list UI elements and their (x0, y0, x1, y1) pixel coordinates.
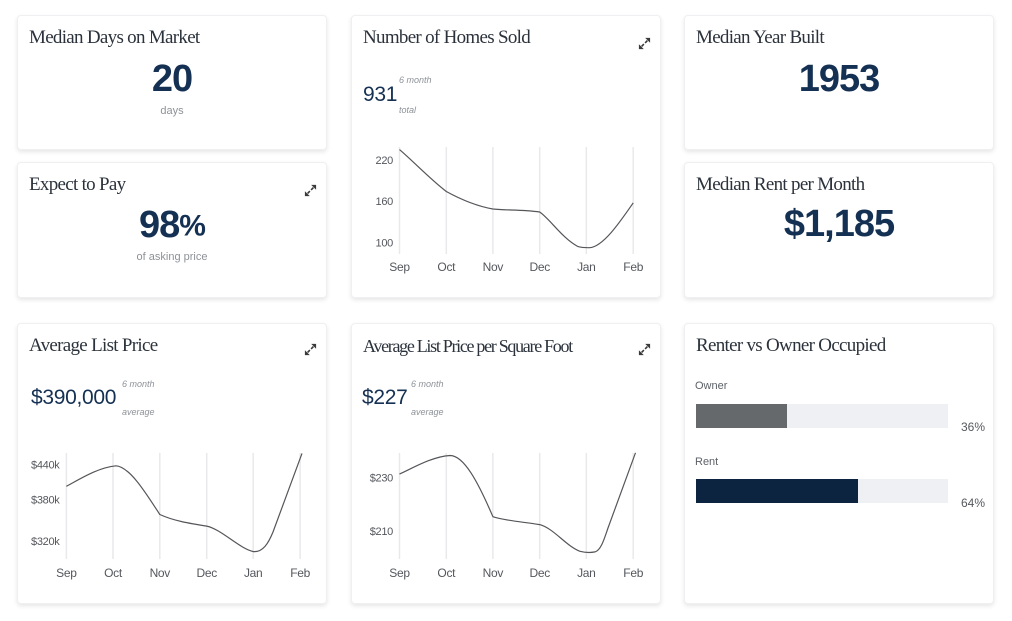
svg-text:Feb: Feb (623, 566, 643, 580)
svg-text:Dec: Dec (529, 260, 550, 274)
svg-text:Oct: Oct (104, 566, 123, 580)
svg-text:$210: $210 (370, 526, 393, 538)
svg-text:220: 220 (376, 155, 394, 167)
svg-text:$440k: $440k (31, 460, 60, 472)
svg-text:$230: $230 (370, 473, 393, 485)
svg-text:Dec: Dec (529, 566, 550, 580)
svg-text:Sep: Sep (56, 566, 77, 580)
svg-text:100: 100 (376, 238, 394, 250)
svg-text:Nov: Nov (483, 566, 504, 580)
svg-text:Jan: Jan (577, 260, 595, 274)
svg-text:Sep: Sep (389, 260, 410, 274)
svg-text:Feb: Feb (290, 566, 310, 580)
svg-text:$320k: $320k (31, 536, 60, 548)
svg-text:Oct: Oct (437, 260, 456, 274)
svg-text:Jan: Jan (244, 566, 262, 580)
svg-text:Nov: Nov (483, 260, 504, 274)
svg-text:Sep: Sep (389, 566, 410, 580)
svg-text:160: 160 (376, 196, 394, 208)
svg-text:$380k: $380k (31, 495, 60, 507)
svg-text:Dec: Dec (196, 566, 217, 580)
svg-text:Feb: Feb (623, 260, 643, 274)
svg-text:Nov: Nov (150, 566, 171, 580)
svg-text:Jan: Jan (577, 566, 595, 580)
svg-text:Oct: Oct (437, 566, 456, 580)
